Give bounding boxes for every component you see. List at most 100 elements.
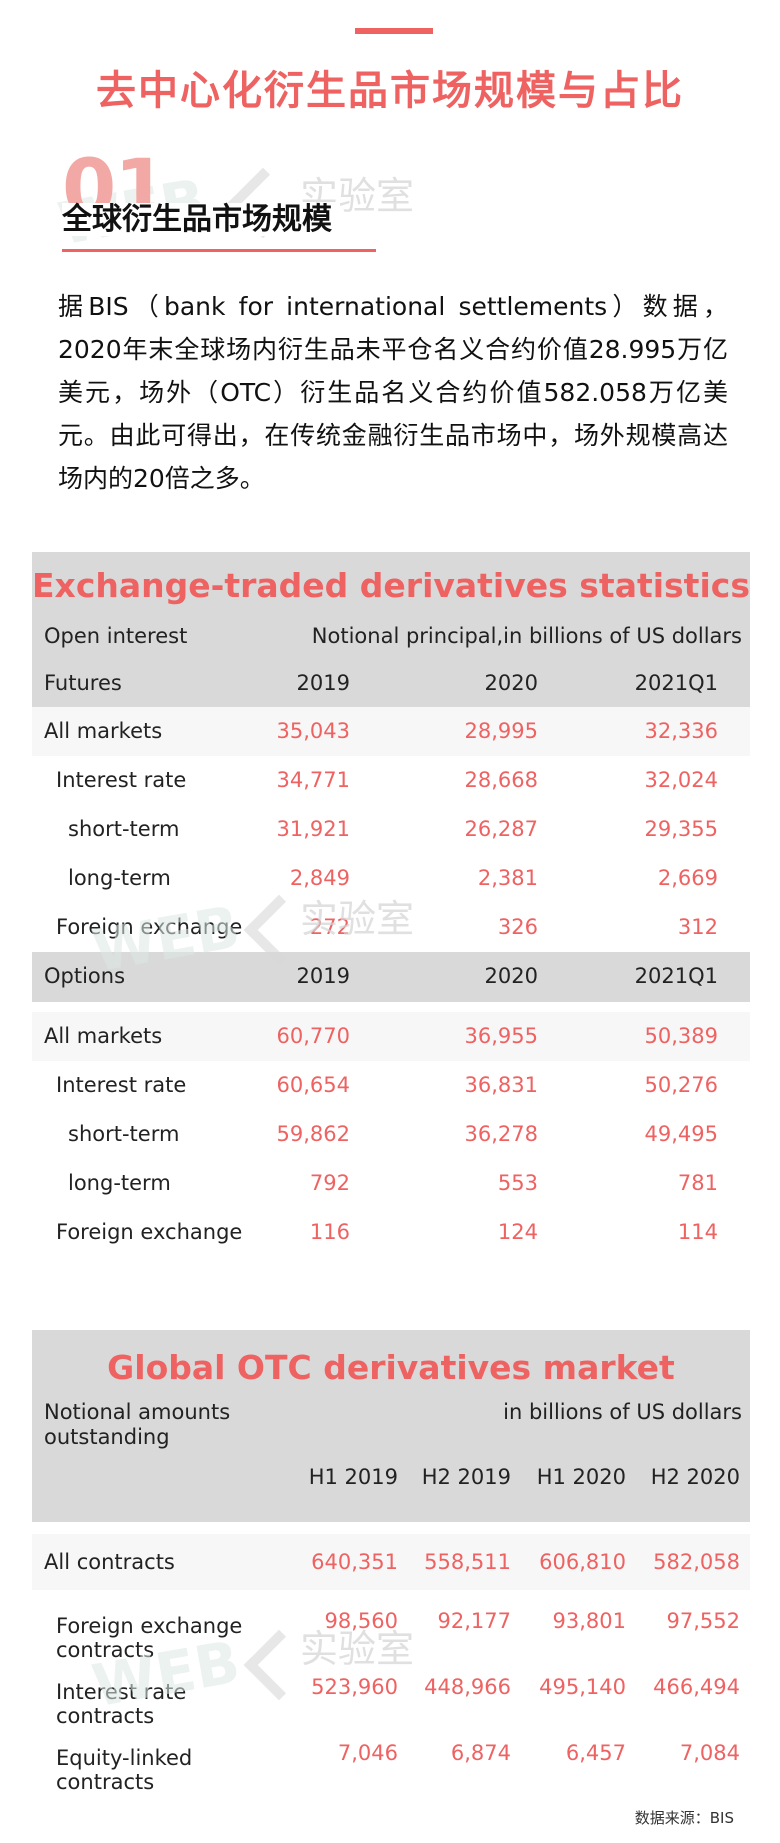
row-value: 2,669 [657, 866, 718, 890]
row-value: 124 [497, 1220, 538, 1244]
intro-paragraph: 据BIS（bank for international settlements）… [58, 292, 728, 493]
row-label: short-term [68, 817, 180, 841]
row-label: All contracts [44, 1550, 175, 1574]
row-value: 116 [309, 1220, 350, 1244]
section-title: 全球衍生品市场规模 [62, 203, 340, 236]
row-label: long-term [68, 1171, 171, 1195]
exchange-header: Exchange-traded derivatives statistics O… [32, 552, 750, 707]
row-label: Interest rate [56, 768, 187, 792]
otc-col-h1-2019: H1 2019 [308, 1465, 398, 1489]
table-row: long-term 792 553 781 [32, 1159, 750, 1208]
row-value: 32,024 [644, 768, 718, 792]
row-label: short-term [68, 1122, 180, 1146]
row-label: Interest rate [56, 1073, 187, 1097]
row-value: 28,995 [464, 719, 538, 743]
row-value: 558,511 [424, 1550, 511, 1574]
otc-col-h2-2019: H2 2019 [421, 1465, 511, 1489]
row-label: Foreign exchange [56, 915, 243, 939]
row-value: 28,668 [464, 768, 538, 792]
options-label: Options [44, 964, 126, 988]
row-value: 98,560 [324, 1609, 398, 1633]
otc-col-h2-2020: H2 2020 [650, 1465, 740, 1489]
row-value: 60,654 [276, 1073, 350, 1097]
row-value: 6,457 [565, 1741, 626, 1765]
row-value: 7,084 [679, 1741, 740, 1765]
spacer [32, 1590, 750, 1604]
options-col-2019: 2019 [296, 964, 350, 988]
row-value: 35,043 [276, 719, 350, 743]
row-value: 93,801 [552, 1609, 626, 1633]
title-accent-bar [355, 28, 433, 34]
row-value: 36,955 [464, 1024, 538, 1048]
table-row: short-term 59,862 36,278 49,495 [32, 1110, 750, 1159]
row-value: 114 [677, 1220, 718, 1244]
row-value: 2,849 [289, 866, 350, 890]
row-value: 326 [497, 915, 538, 939]
row-label: Foreign exchange contracts [56, 1614, 243, 1662]
otc-header: Global OTC derivatives market Notional a… [32, 1330, 750, 1522]
row-value: 553 [497, 1171, 538, 1195]
row-value: 49,495 [644, 1122, 718, 1146]
row-value: 59,862 [276, 1122, 350, 1146]
spacer [32, 1002, 750, 1012]
table-row: All markets 35,043 28,995 32,336 [32, 707, 750, 756]
row-label: All markets [44, 719, 163, 743]
row-value: 31,921 [276, 817, 350, 841]
data-source: 数据来源：BIS [634, 1809, 734, 1827]
table-row: Interest rate contracts 523,960 448,966 4… [32, 1670, 750, 1736]
row-label: long-term [68, 866, 171, 890]
table-row: All markets 60,770 36,955 50,389 [32, 1012, 750, 1061]
row-label: Interest rate contracts [56, 1680, 187, 1728]
row-value: 781 [677, 1171, 718, 1195]
row-value: 272 [309, 915, 350, 939]
exchange-traded-table: Exchange-traded derivatives statistics O… [32, 552, 750, 1257]
row-value: 32,336 [644, 719, 718, 743]
row-value: 640,351 [311, 1550, 398, 1574]
page-title: 去中心化衍生品市场规模与占比 [96, 68, 684, 114]
row-value: 606,810 [539, 1550, 626, 1574]
row-value: 448,966 [424, 1675, 511, 1699]
row-value: 60,770 [276, 1024, 350, 1048]
table-row: Foreign exchange contracts 98,560 92,177 … [32, 1604, 750, 1670]
row-value: 26,287 [464, 817, 538, 841]
open-interest-label: Open interest [44, 624, 188, 648]
table-row: All contracts 640,351 558,511 606,810 58… [32, 1534, 750, 1590]
row-label: All markets [44, 1024, 163, 1048]
exchange-title: Exchange-traded derivatives statistics [32, 566, 750, 605]
futures-label: Futures [44, 671, 122, 695]
table-row: Foreign exchange 116 124 114 [32, 1208, 750, 1257]
row-value: 34,771 [276, 768, 350, 792]
row-value: 495,140 [539, 1675, 626, 1699]
futures-col-2020: 2020 [484, 671, 538, 695]
table-row: Equity-linked contracts 7,046 6,874 6,457… [32, 1736, 750, 1802]
options-col-2021q1: 2021Q1 [634, 964, 718, 988]
table-row: long-term 2,849 2,381 2,669 [32, 854, 750, 903]
futures-col-2021q1: 2021Q1 [634, 671, 718, 695]
table-row: Interest rate 60,654 36,831 50,276 [32, 1061, 750, 1110]
notional-label-line1: Notional amounts [44, 1400, 231, 1424]
row-value: 29,355 [644, 817, 718, 841]
otc-table: Global OTC derivatives market Notional a… [32, 1330, 750, 1802]
row-value: 36,278 [464, 1122, 538, 1146]
table-row: short-term 31,921 26,287 29,355 [32, 805, 750, 854]
row-value: 92,177 [437, 1609, 511, 1633]
otc-col-h1-2020: H1 2020 [536, 1465, 626, 1489]
row-label: Equity-linked contracts [56, 1746, 193, 1794]
otc-unit-label: in billions of US dollars [503, 1400, 742, 1424]
notional-label: Notional amounts outstanding [44, 1400, 230, 1450]
otc-cols-row: H1 2019 H2 2019 H1 2020 H2 2020 [32, 1453, 750, 1502]
row-value: 7,046 [337, 1741, 398, 1765]
row-label: Foreign exchange [56, 1220, 243, 1244]
row-value: 582,058 [653, 1550, 740, 1574]
row-value: 466,494 [653, 1675, 740, 1699]
row-value: 50,389 [644, 1024, 718, 1048]
table-row: Foreign exchange 272 326 312 [32, 903, 750, 952]
row-value: 97,552 [666, 1609, 740, 1633]
table-row: Interest rate 34,771 28,668 32,024 [32, 756, 750, 805]
row-value: 792 [309, 1171, 350, 1195]
options-header-row: Options 2019 2020 2021Q1 [32, 952, 750, 1002]
exchange-unit-label: Notional principal,in billions of US dol… [311, 624, 742, 648]
exchange-unit-row: Open interest Notional principal,in bill… [32, 612, 750, 659]
notional-label-line2: outstanding [44, 1425, 170, 1449]
section-underline [62, 249, 376, 252]
